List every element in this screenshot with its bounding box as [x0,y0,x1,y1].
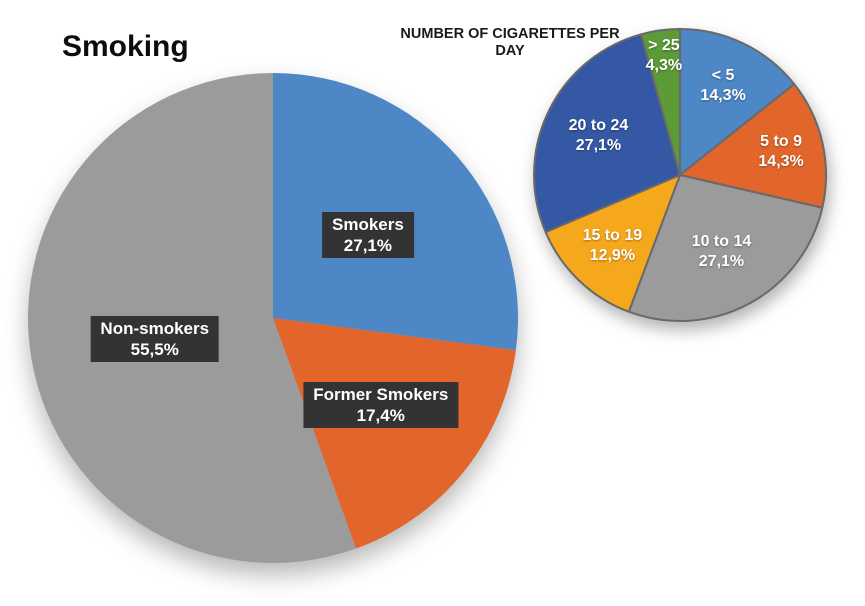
pie-slice-smokers [273,73,518,351]
slice-label-smokers: Smokers 27,1% [321,211,414,258]
slice-value-text: 17,4% [356,405,405,425]
slice-label-20-to-24: 20 to 24 27,1% [569,116,629,156]
slice-label-former-smokers: Former Smokers 17,4% [303,381,459,428]
slice-label-text: 15 to 19 [582,226,643,244]
pie-slice-20-to-24 [533,33,681,234]
slice-label-15-to-19: 15 to 19 12,9% [583,226,643,266]
slice-label-non-smokers: Non-smokers 55,5% [90,315,220,362]
pie-slice-10-to-14 [627,174,824,322]
chart-title-line-1: NUMBER OF CIGARETTES [400,26,586,42]
slice-label-text: 5 to 9 [760,133,802,151]
slice-label-5: < 5 14,3% [700,66,745,106]
pie-slice-5 [679,28,796,176]
slice-value-text: 14,3% [758,153,804,171]
chart-title-line-2: PER DAY [495,26,620,59]
slice-value-text: 4,3% [645,57,683,75]
slice-label-text: Non-smokers [100,318,210,338]
slice-label-text: > 25 [648,37,680,55]
pie-slice-25 [640,28,681,176]
slice-label-text: < 5 [711,66,735,84]
slice-value-text: 27,1% [698,253,745,271]
slice-label-5-to-9: 5 to 9 14,3% [758,132,803,172]
cigarettes-per-day-pie-chart [533,28,827,322]
slice-label-10-to-14: 10 to 14 27,1% [692,232,752,272]
pie-slice-former-smokers [273,318,516,549]
chart-title-smoking: Smoking [62,30,189,63]
slice-value-text: 12,9% [589,246,636,264]
slice-label-25: > 25 4,3% [646,36,682,76]
slice-value-text: 55,5% [130,339,179,359]
chart-title-cigarettes-per-day: NUMBER OF CIGARETTES PER DAY [400,26,620,60]
slice-label-text: 20 to 24 [568,116,629,134]
pie-slice-5-to-9 [679,83,827,209]
slice-label-text: 10 to 14 [691,233,752,251]
slice-value-text: 27,1% [343,235,393,255]
slice-label-text: Smokers [331,214,404,234]
slice-label-text: Former Smokers [313,384,449,404]
pie-slice-15-to-19 [544,174,681,313]
slice-value-text: 27,1% [575,136,622,154]
slice-value-text: 14,3% [700,86,746,104]
